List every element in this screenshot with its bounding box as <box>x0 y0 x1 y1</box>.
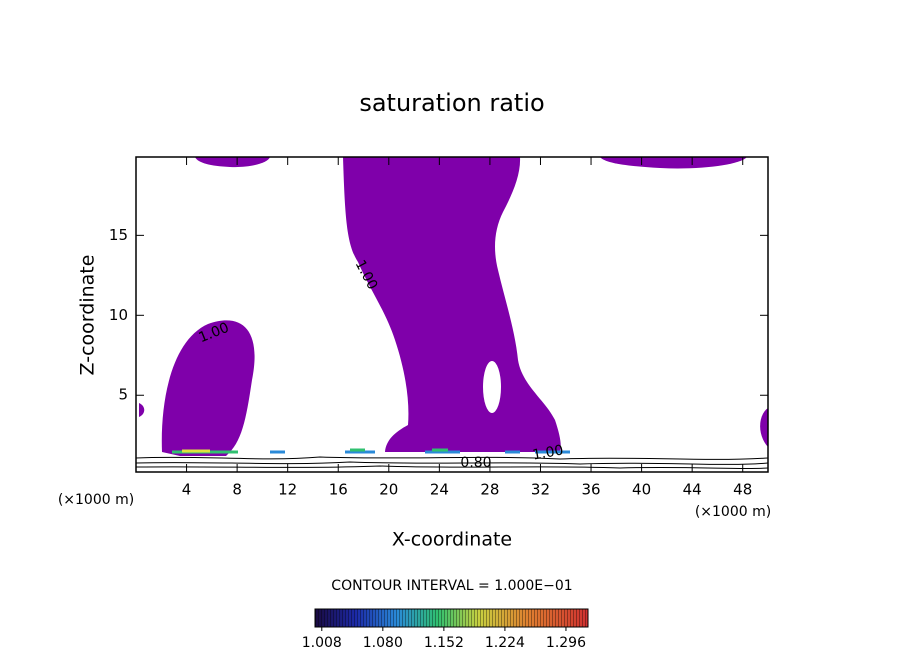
y-tick-label: 10 <box>109 306 128 324</box>
contour-region <box>195 157 270 168</box>
bottom-contours <box>136 456 768 470</box>
colorbar-tick-label: 1.296 <box>546 635 586 651</box>
high-values <box>172 448 570 454</box>
colorbar-tick-label: 1.152 <box>424 635 464 651</box>
contour-hole <box>483 361 501 413</box>
x-tick-label: 12 <box>278 481 297 499</box>
colorbar-tick-label: 1.080 <box>363 635 403 651</box>
x-tick-label: 40 <box>632 481 651 499</box>
x-unit-label: (×1000 m) <box>58 492 134 508</box>
y-tick-label: 15 <box>109 226 128 244</box>
contour-regions <box>139 157 768 456</box>
contour-region <box>139 403 145 417</box>
x-tick-label: 48 <box>733 481 752 499</box>
contour-label: 0.80 <box>460 455 491 471</box>
colorbar-tick-label: 1.008 <box>302 635 342 651</box>
contour-line <box>136 456 768 460</box>
contour-line <box>136 461 768 465</box>
x-tick-label: 4 <box>182 481 192 499</box>
x-tick-label: 28 <box>480 481 499 499</box>
colorbar-frame <box>314 608 589 628</box>
contour-region <box>343 157 561 452</box>
x-unit-label: (×1000 m) <box>695 504 771 520</box>
plot-frame <box>135 156 769 473</box>
x-tick-label: 8 <box>232 481 242 499</box>
colorbar-tick-label: 1.224 <box>485 635 525 651</box>
annotation: CONTOUR INTERVAL = 1.000E−01 <box>331 578 572 594</box>
contour-label: 1.00 <box>531 442 564 463</box>
chart-title: saturation ratio <box>359 89 544 117</box>
contour-region <box>600 157 747 169</box>
x-tick-label: 24 <box>430 481 449 499</box>
y-axis-label: Z-coordinate <box>77 255 99 376</box>
contour-line <box>136 465 768 470</box>
x-tick-label: 20 <box>379 481 398 499</box>
contour-region <box>161 320 255 456</box>
x-tick-label: 36 <box>581 481 600 499</box>
contour-field <box>136 157 768 470</box>
x-tick-label: 16 <box>329 481 348 499</box>
contour-region <box>760 408 768 447</box>
x-axis-label: X-coordinate <box>392 529 512 551</box>
x-tick-label: 32 <box>531 481 550 499</box>
x-tick-label: 44 <box>683 481 702 499</box>
y-tick-label: 5 <box>118 386 128 404</box>
